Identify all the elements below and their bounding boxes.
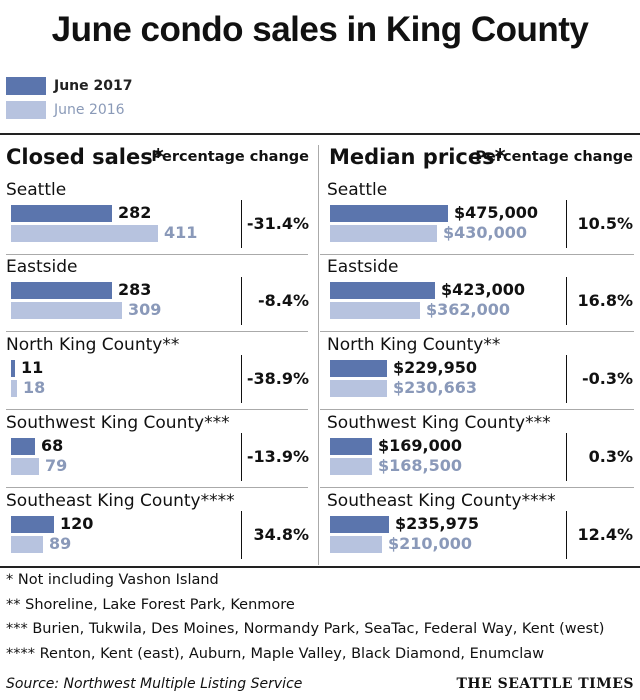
row-divider-price-southwest-king-county — [320, 487, 634, 488]
row-divider-price-north-king-county — [320, 409, 634, 410]
region-label-eastside: Eastside — [6, 257, 78, 277]
value-price-2016-southwest-king-county: $168,500 — [378, 456, 463, 475]
change-divider-sales-eastside — [241, 277, 242, 325]
value-price-2016-eastside: $362,000 — [426, 300, 511, 319]
change-divider-price-eastside — [566, 277, 567, 325]
bar-price-2016-seattle — [330, 225, 437, 242]
bar-sales-2017-southeast-king-county — [11, 516, 54, 533]
change-sales-eastside: -8.4% — [257, 291, 309, 310]
bar-price-2017-southwest-king-county — [330, 438, 372, 455]
bar-price-2016-southeast-king-county — [330, 536, 382, 553]
chart-title: June condo sales in King County — [51, 10, 589, 49]
top-rule — [0, 133, 640, 135]
change-price-north-king-county: -0.3% — [581, 369, 633, 388]
region-label-north-king-county: North King County** — [6, 335, 180, 355]
legend-item-2017: June 2017 — [6, 76, 132, 96]
legend-swatch-2017 — [6, 77, 46, 95]
bar-price-2017-north-king-county — [330, 360, 387, 377]
value-sales-2017-north-king-county: 11 — [21, 358, 44, 377]
publisher-logo: THE SEATTLE TIMES — [456, 676, 634, 692]
region-label-southeast-king-county: Southeast King County**** — [6, 491, 235, 511]
value-price-2017-north-king-county: $229,950 — [393, 358, 478, 377]
change-divider-sales-southwest-king-county — [241, 433, 242, 481]
bar-sales-2016-eastside — [11, 302, 122, 319]
value-sales-2016-north-king-county: 18 — [23, 378, 46, 397]
bar-sales-2017-eastside — [11, 282, 112, 299]
value-price-2016-southeast-king-county: $210,000 — [388, 534, 473, 553]
change-price-seattle: 10.5% — [577, 214, 633, 233]
bar-sales-2016-southeast-king-county — [11, 536, 43, 553]
source-note: Source: Northwest Multiple Listing Servi… — [6, 676, 303, 692]
bar-sales-2017-seattle — [11, 205, 112, 222]
region-label-southwest-king-county: Southwest King County*** — [6, 413, 230, 433]
change-divider-sales-southeast-king-county — [241, 511, 242, 559]
bar-price-2017-seattle — [330, 205, 448, 222]
value-sales-2016-southwest-king-county: 79 — [45, 456, 68, 475]
change-sales-southwest-king-county: -13.9% — [246, 447, 309, 466]
change-price-eastside: 16.8% — [577, 291, 633, 310]
row-divider-sales-southwest-king-county — [6, 487, 308, 488]
value-price-2016-seattle: $430,000 — [443, 223, 528, 242]
bar-price-2017-eastside — [330, 282, 435, 299]
value-price-2017-seattle: $475,000 — [454, 203, 539, 222]
bar-sales-2016-seattle — [11, 225, 158, 242]
value-price-2017-eastside: $423,000 — [441, 280, 526, 299]
region-label-seattle-price: Seattle — [327, 180, 388, 200]
row-divider-sales-eastside — [6, 331, 308, 332]
region-label-seattle: Seattle — [6, 180, 67, 200]
row-divider-price-eastside — [320, 331, 634, 332]
panel-divider — [318, 145, 319, 565]
value-sales-2016-eastside: 309 — [128, 300, 162, 319]
closed-sales-header: Closed sales* — [6, 145, 164, 169]
bar-sales-2017-north-king-county — [11, 360, 15, 377]
legend-label-2017: June 2017 — [54, 78, 133, 94]
bar-price-2017-southeast-king-county — [330, 516, 389, 533]
change-price-southeast-king-county: 12.4% — [577, 525, 633, 544]
bar-sales-2016-southwest-king-county — [11, 458, 39, 475]
change-divider-sales-north-king-county — [241, 355, 242, 403]
closed-sales-change-header: Percentage change — [151, 149, 309, 165]
change-divider-price-north-king-county — [566, 355, 567, 403]
median-prices-header: Median prices* — [329, 145, 506, 169]
change-divider-price-seattle — [566, 200, 567, 248]
value-sales-2017-southeast-king-county: 120 — [60, 514, 94, 533]
footnote-1: * Not including Vashon Island — [6, 572, 219, 588]
row-divider-price-seattle — [320, 254, 634, 255]
change-price-southwest-king-county: 0.3% — [588, 447, 633, 466]
region-label-eastside-price: Eastside — [327, 257, 399, 277]
bar-price-2016-southwest-king-county — [330, 458, 372, 475]
region-label-north-king-county-price: North King County** — [327, 335, 501, 355]
region-label-southeast-king-county-price: Southeast King County**** — [327, 491, 556, 511]
footnote-3: *** Burien, Tukwila, Des Moines, Normand… — [6, 621, 605, 637]
bar-sales-2016-north-king-county — [11, 380, 17, 397]
change-divider-sales-seattle — [241, 200, 242, 248]
median-prices-change-header: Percentage change — [475, 149, 633, 165]
legend-item-2016: June 2016 — [6, 100, 125, 120]
bar-price-2016-eastside — [330, 302, 420, 319]
legend-swatch-2016 — [6, 101, 46, 119]
bottom-rule — [0, 566, 640, 568]
value-price-2016-north-king-county: $230,663 — [393, 378, 478, 397]
footnote-2: ** Shoreline, Lake Forest Park, Kenmore — [6, 597, 295, 613]
change-sales-north-king-county: -38.9% — [246, 369, 309, 388]
change-divider-price-southeast-king-county — [566, 511, 567, 559]
footnote-4: **** Renton, Kent (east), Auburn, Maple … — [6, 646, 545, 662]
value-price-2017-southwest-king-county: $169,000 — [378, 436, 463, 455]
bar-price-2016-north-king-county — [330, 380, 387, 397]
value-sales-2017-southwest-king-county: 68 — [41, 436, 64, 455]
legend-label-2016: June 2016 — [54, 102, 125, 118]
value-price-2017-southeast-king-county: $235,975 — [395, 514, 480, 533]
change-sales-southeast-king-county: 34.8% — [253, 525, 309, 544]
value-sales-2016-southeast-king-county: 89 — [49, 534, 72, 553]
change-divider-price-southwest-king-county — [566, 433, 567, 481]
row-divider-sales-seattle — [6, 254, 308, 255]
row-divider-sales-north-king-county — [6, 409, 308, 410]
region-label-southwest-king-county-price: Southwest King County*** — [327, 413, 551, 433]
bar-sales-2017-southwest-king-county — [11, 438, 35, 455]
change-sales-seattle: -31.4% — [246, 214, 309, 233]
value-sales-2017-eastside: 283 — [118, 280, 152, 299]
value-sales-2017-seattle: 282 — [118, 203, 152, 222]
value-sales-2016-seattle: 411 — [164, 223, 198, 242]
